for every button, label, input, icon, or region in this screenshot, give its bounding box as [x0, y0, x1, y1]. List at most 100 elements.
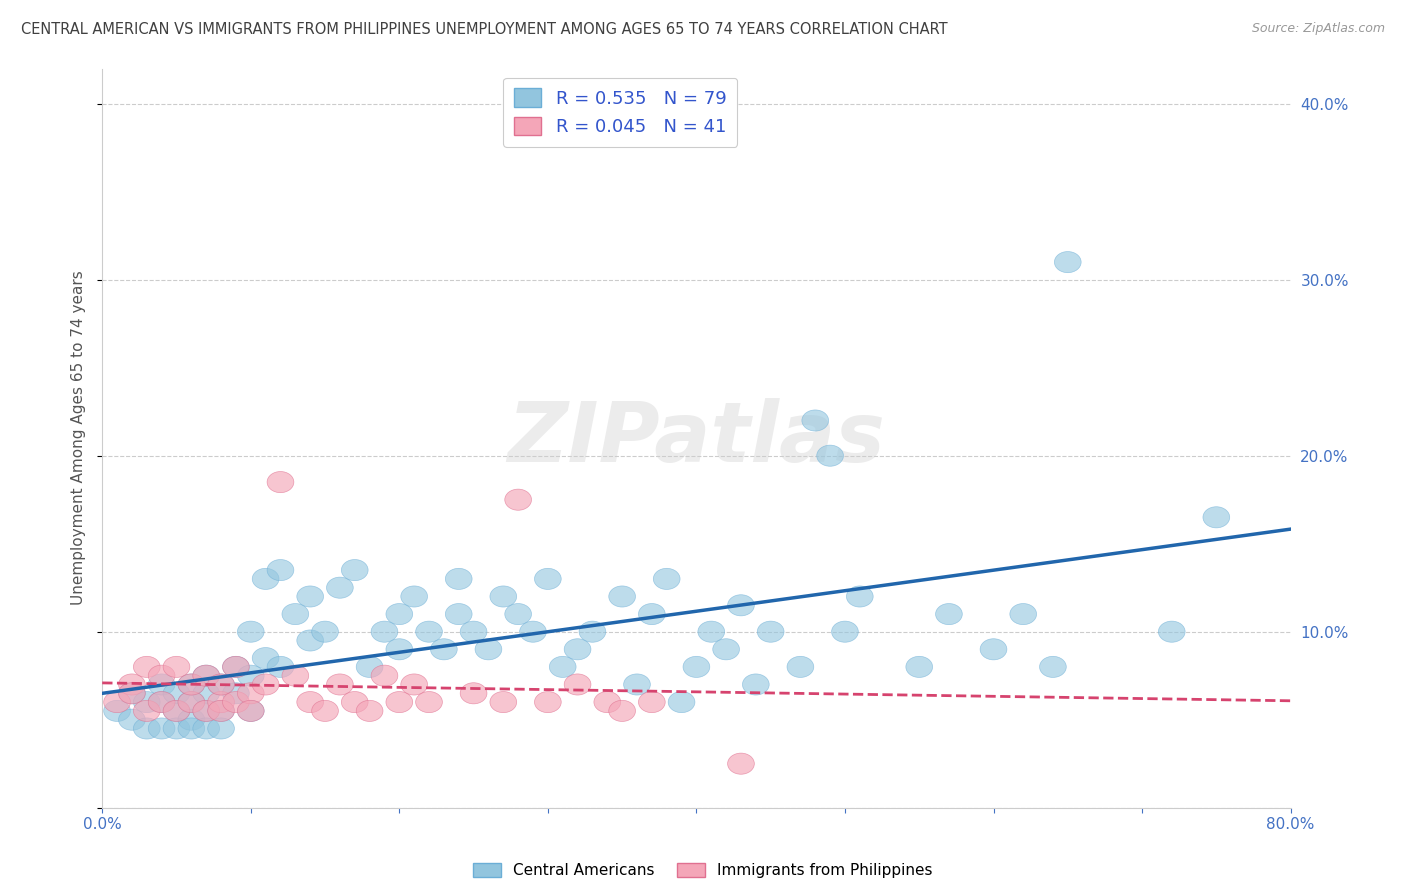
Ellipse shape: [193, 665, 219, 686]
Ellipse shape: [179, 691, 205, 713]
Ellipse shape: [342, 559, 368, 581]
Ellipse shape: [267, 472, 294, 492]
Ellipse shape: [416, 621, 443, 642]
Ellipse shape: [1039, 657, 1066, 677]
Ellipse shape: [104, 700, 131, 722]
Ellipse shape: [385, 639, 413, 660]
Ellipse shape: [193, 665, 219, 686]
Ellipse shape: [831, 621, 858, 642]
Ellipse shape: [297, 630, 323, 651]
Ellipse shape: [817, 445, 844, 467]
Ellipse shape: [134, 718, 160, 739]
Text: CENTRAL AMERICAN VS IMMIGRANTS FROM PHILIPPINES UNEMPLOYMENT AMONG AGES 65 TO 74: CENTRAL AMERICAN VS IMMIGRANTS FROM PHIL…: [21, 22, 948, 37]
Ellipse shape: [356, 700, 382, 722]
Ellipse shape: [758, 621, 785, 642]
Ellipse shape: [134, 700, 160, 722]
Ellipse shape: [148, 691, 174, 713]
Ellipse shape: [446, 604, 472, 624]
Ellipse shape: [148, 674, 174, 695]
Ellipse shape: [460, 682, 486, 704]
Ellipse shape: [727, 753, 755, 774]
Ellipse shape: [1010, 604, 1036, 624]
Ellipse shape: [134, 691, 160, 713]
Ellipse shape: [208, 674, 235, 695]
Ellipse shape: [401, 674, 427, 695]
Ellipse shape: [385, 691, 413, 713]
Ellipse shape: [179, 718, 205, 739]
Ellipse shape: [179, 674, 205, 695]
Ellipse shape: [579, 621, 606, 642]
Ellipse shape: [534, 691, 561, 713]
Ellipse shape: [385, 604, 413, 624]
Y-axis label: Unemployment Among Ages 65 to 74 years: Unemployment Among Ages 65 to 74 years: [72, 271, 86, 606]
Ellipse shape: [1054, 252, 1081, 273]
Ellipse shape: [148, 691, 174, 713]
Ellipse shape: [222, 682, 249, 704]
Ellipse shape: [801, 410, 828, 431]
Ellipse shape: [208, 691, 235, 713]
Ellipse shape: [489, 586, 516, 607]
Ellipse shape: [416, 691, 443, 713]
Ellipse shape: [356, 657, 382, 677]
Ellipse shape: [238, 665, 264, 686]
Ellipse shape: [118, 682, 145, 704]
Ellipse shape: [208, 718, 235, 739]
Text: ZIPatlas: ZIPatlas: [508, 398, 886, 479]
Ellipse shape: [505, 489, 531, 510]
Ellipse shape: [163, 700, 190, 722]
Ellipse shape: [489, 691, 516, 713]
Ellipse shape: [905, 657, 932, 677]
Ellipse shape: [564, 674, 591, 695]
Ellipse shape: [252, 674, 278, 695]
Ellipse shape: [118, 674, 145, 695]
Ellipse shape: [475, 639, 502, 660]
Ellipse shape: [104, 691, 131, 713]
Ellipse shape: [371, 621, 398, 642]
Ellipse shape: [326, 577, 353, 599]
Ellipse shape: [208, 674, 235, 695]
Ellipse shape: [1159, 621, 1185, 642]
Ellipse shape: [609, 586, 636, 607]
Ellipse shape: [727, 595, 755, 615]
Legend: R = 0.535   N = 79, R = 0.045   N = 41: R = 0.535 N = 79, R = 0.045 N = 41: [503, 78, 737, 147]
Ellipse shape: [283, 604, 309, 624]
Ellipse shape: [401, 586, 427, 607]
Ellipse shape: [846, 586, 873, 607]
Ellipse shape: [222, 691, 249, 713]
Ellipse shape: [460, 621, 486, 642]
Ellipse shape: [935, 604, 962, 624]
Ellipse shape: [683, 657, 710, 677]
Ellipse shape: [238, 700, 264, 722]
Ellipse shape: [342, 691, 368, 713]
Ellipse shape: [430, 639, 457, 660]
Ellipse shape: [980, 639, 1007, 660]
Ellipse shape: [564, 639, 591, 660]
Ellipse shape: [163, 718, 190, 739]
Ellipse shape: [179, 709, 205, 731]
Ellipse shape: [238, 682, 264, 704]
Ellipse shape: [371, 665, 398, 686]
Ellipse shape: [520, 621, 547, 642]
Ellipse shape: [713, 639, 740, 660]
Ellipse shape: [193, 700, 219, 722]
Ellipse shape: [252, 648, 278, 669]
Ellipse shape: [163, 657, 190, 677]
Ellipse shape: [742, 674, 769, 695]
Ellipse shape: [208, 700, 235, 722]
Ellipse shape: [193, 700, 219, 722]
Ellipse shape: [787, 657, 814, 677]
Ellipse shape: [163, 700, 190, 722]
Ellipse shape: [312, 621, 339, 642]
Ellipse shape: [550, 657, 576, 677]
Ellipse shape: [179, 674, 205, 695]
Ellipse shape: [238, 621, 264, 642]
Ellipse shape: [593, 691, 620, 713]
Ellipse shape: [267, 657, 294, 677]
Ellipse shape: [638, 691, 665, 713]
Ellipse shape: [238, 700, 264, 722]
Ellipse shape: [118, 682, 145, 704]
Ellipse shape: [326, 674, 353, 695]
Ellipse shape: [312, 700, 339, 722]
Ellipse shape: [624, 674, 651, 695]
Ellipse shape: [193, 718, 219, 739]
